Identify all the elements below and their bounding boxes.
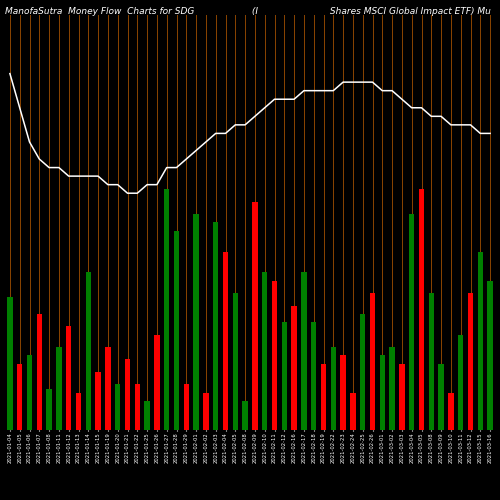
- Bar: [232, 293, 238, 430]
- Bar: [282, 322, 287, 430]
- Bar: [36, 314, 42, 430]
- Bar: [56, 347, 62, 430]
- Bar: [488, 280, 493, 430]
- Bar: [134, 384, 140, 430]
- Bar: [458, 334, 464, 430]
- Bar: [203, 392, 208, 430]
- Bar: [419, 190, 424, 430]
- Bar: [350, 392, 356, 430]
- Bar: [262, 272, 268, 430]
- Bar: [292, 306, 297, 430]
- Bar: [370, 293, 375, 430]
- Bar: [468, 293, 473, 430]
- Bar: [242, 401, 248, 430]
- Bar: [272, 280, 277, 430]
- Bar: [76, 392, 81, 430]
- Text: ManofaSutra  Money Flow  Charts for SDG                    (I                   : ManofaSutra Money Flow Charts for SDG (I: [5, 8, 491, 16]
- Bar: [213, 222, 218, 430]
- Bar: [478, 252, 483, 430]
- Bar: [409, 214, 414, 430]
- Bar: [125, 360, 130, 430]
- Bar: [340, 356, 346, 430]
- Bar: [223, 252, 228, 430]
- Bar: [330, 347, 336, 430]
- Bar: [360, 314, 366, 430]
- Bar: [46, 388, 52, 430]
- Bar: [321, 364, 326, 430]
- Bar: [115, 384, 120, 430]
- Bar: [27, 356, 32, 430]
- Bar: [311, 322, 316, 430]
- Bar: [96, 372, 101, 430]
- Bar: [66, 326, 71, 430]
- Bar: [390, 347, 395, 430]
- Bar: [17, 364, 22, 430]
- Bar: [380, 356, 385, 430]
- Bar: [86, 272, 91, 430]
- Bar: [194, 214, 199, 430]
- Bar: [438, 364, 444, 430]
- Bar: [428, 293, 434, 430]
- Bar: [448, 392, 454, 430]
- Bar: [7, 297, 12, 430]
- Bar: [301, 272, 306, 430]
- Bar: [174, 231, 179, 430]
- Bar: [154, 334, 160, 430]
- Bar: [144, 401, 150, 430]
- Bar: [252, 202, 258, 430]
- Bar: [164, 190, 170, 430]
- Bar: [399, 364, 404, 430]
- Bar: [184, 384, 189, 430]
- Bar: [105, 347, 110, 430]
